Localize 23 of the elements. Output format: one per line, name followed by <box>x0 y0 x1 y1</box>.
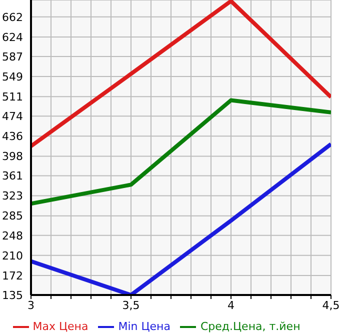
y-tick-label: 398 <box>2 150 23 164</box>
y-tick-label: 549 <box>2 70 23 84</box>
y-tick-label: 248 <box>2 229 23 242</box>
y-tick-label: 436 <box>2 130 23 144</box>
legend-label: Min Цена <box>118 320 170 334</box>
y-tick-label: 587 <box>2 50 23 64</box>
y-tick-label: 285 <box>2 210 23 223</box>
y-tick-label: 474 <box>2 110 23 124</box>
line-series <box>31 98 331 206</box>
y-tick-label: 323 <box>2 190 23 203</box>
legend-label: Max Цена <box>32 320 88 334</box>
y-tick-label: 210 <box>2 249 23 262</box>
y-tick-label: 361 <box>2 170 23 183</box>
x-tick-label: 3 <box>28 298 34 312</box>
x-tick-label: 3,5 <box>122 298 140 312</box>
legend-label: Сред.Цена, т.йен <box>200 320 300 334</box>
y-tick-label: 172 <box>2 269 23 282</box>
y-tick-label: 511 <box>2 90 23 104</box>
x-tick-label: 4,5 <box>322 298 340 312</box>
y-tick-label: 135 <box>2 288 23 302</box>
y-tick-label: 662 <box>2 10 23 24</box>
x-tick-label: 4 <box>228 298 234 312</box>
y-tick-label: 624 <box>2 30 23 44</box>
